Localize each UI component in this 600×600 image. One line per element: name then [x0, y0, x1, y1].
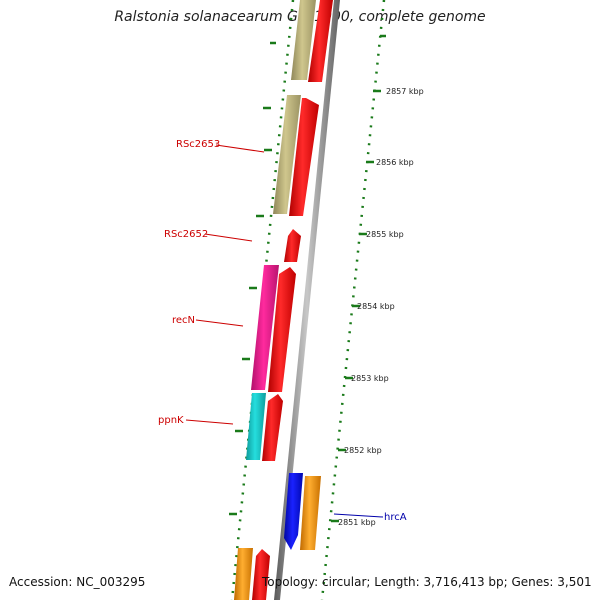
tick-label-2853: 2853 kbp [351, 374, 389, 383]
gene-hrca-orange[interactable] [300, 476, 321, 550]
gene-label-recn[interactable]: recN [172, 315, 195, 326]
gene-ppnk-red[interactable] [262, 394, 283, 461]
gene-label-rsc2653[interactable]: RSc2653 [176, 139, 220, 150]
tick-label-2856: 2856 kbp [376, 158, 414, 167]
gene-labels: RSc2653 RSc2652 recN ppnK hrcA [158, 139, 407, 523]
gene-red-bottom[interactable] [252, 549, 270, 600]
gene-khaki-top[interactable] [291, 0, 316, 80]
gene-recn-magenta[interactable] [251, 265, 279, 390]
tick-labels: 2857 kbp 2856 kbp 2855 kbp 2854 kbp 2853… [338, 87, 424, 527]
gene-rsc2653-khaki[interactable] [273, 95, 301, 214]
gene-label-hrca[interactable]: hrcA [384, 512, 407, 523]
outer-track-border [320, 0, 386, 600]
accession-text: Accession: NC_003295 [9, 575, 146, 589]
tick-label-2854: 2854 kbp [357, 302, 395, 311]
gene-red-top[interactable] [308, 0, 333, 82]
tick-label-2851: 2851 kbp [338, 518, 376, 527]
gene-label-rsc2652[interactable]: RSc2652 [164, 229, 208, 240]
gene-label-ppnk[interactable]: ppnK [158, 415, 184, 426]
genome-backbone [274, 0, 340, 600]
gene-rsc2652-red[interactable] [284, 229, 301, 262]
gene-ppnk-cyan[interactable] [246, 393, 266, 460]
gene-blue[interactable] [284, 473, 303, 550]
tick-label-2857: 2857 kbp [386, 87, 424, 96]
genome-stats-text: Topology: circular; Length: 3,716,413 bp… [262, 575, 592, 589]
label-connectors [185, 144, 384, 518]
gene-rsc2653-red[interactable] [289, 98, 319, 216]
tick-label-2855: 2855 kbp [366, 230, 404, 239]
gene-recn-red[interactable] [268, 267, 296, 392]
tick-label-2852: 2852 kbp [344, 446, 382, 455]
scale-ticks [229, 34, 386, 523]
gene-orange-bottom[interactable] [234, 548, 253, 600]
inner-track-border [230, 0, 295, 600]
